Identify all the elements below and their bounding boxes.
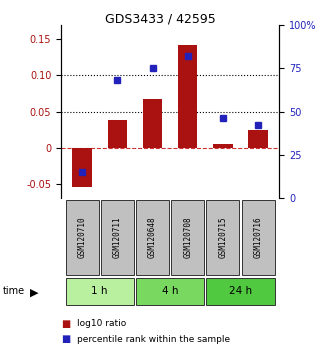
FancyBboxPatch shape xyxy=(206,278,275,305)
Text: log10 ratio: log10 ratio xyxy=(77,319,126,329)
Text: GSM120711: GSM120711 xyxy=(113,216,122,258)
Text: GSM120710: GSM120710 xyxy=(78,216,87,258)
Text: ▶: ▶ xyxy=(30,287,38,297)
Text: ■: ■ xyxy=(61,319,70,329)
FancyBboxPatch shape xyxy=(136,200,169,275)
Text: GSM120708: GSM120708 xyxy=(183,216,192,258)
Text: GSM120716: GSM120716 xyxy=(254,216,263,258)
FancyBboxPatch shape xyxy=(206,200,239,275)
FancyBboxPatch shape xyxy=(242,200,275,275)
Text: time: time xyxy=(3,286,25,296)
Text: 1 h: 1 h xyxy=(91,286,108,296)
Bar xyxy=(108,120,127,148)
Bar xyxy=(248,130,268,148)
Text: ■: ■ xyxy=(61,334,70,344)
FancyBboxPatch shape xyxy=(65,200,99,275)
FancyBboxPatch shape xyxy=(171,200,204,275)
Text: GSM120715: GSM120715 xyxy=(218,216,228,258)
Text: percentile rank within the sample: percentile rank within the sample xyxy=(77,335,230,344)
Text: 24 h: 24 h xyxy=(229,286,252,296)
Text: GSM120648: GSM120648 xyxy=(148,216,157,258)
Bar xyxy=(73,148,92,187)
Text: GDS3433 / 42595: GDS3433 / 42595 xyxy=(105,12,216,25)
Bar xyxy=(178,45,197,148)
Bar xyxy=(143,98,162,148)
Text: 4 h: 4 h xyxy=(162,286,178,296)
FancyBboxPatch shape xyxy=(136,278,204,305)
FancyBboxPatch shape xyxy=(101,200,134,275)
Bar xyxy=(213,144,233,148)
FancyBboxPatch shape xyxy=(65,278,134,305)
